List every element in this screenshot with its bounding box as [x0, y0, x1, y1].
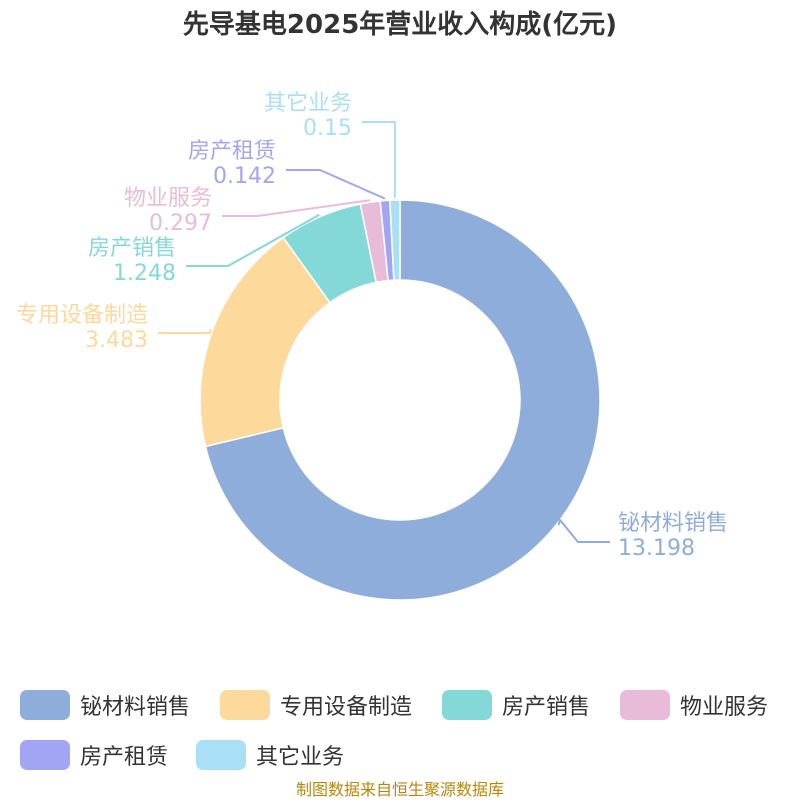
leader-line-3: [186, 213, 320, 267]
legend-swatch: [620, 690, 670, 720]
slice-value-label-5: 0.142: [213, 164, 276, 189]
legend-swatch: [220, 690, 270, 720]
slice-label-1: 铋材料销售: [618, 511, 728, 536]
slice-label-2: 专用设备制造: [16, 303, 148, 328]
legend-item-2[interactable]: 专用设备制造: [220, 688, 412, 722]
legend-label: 专用设备制造: [280, 695, 413, 720]
slice-label-3: 房产销售: [88, 236, 176, 261]
legend-label: 其它业务: [256, 745, 345, 770]
legend-item-6[interactable]: 其它业务: [196, 738, 344, 772]
legend-label: 铋材料销售: [80, 695, 191, 720]
source-note: 制图数据来自恒生聚源数据库: [295, 780, 504, 799]
slice-value-label-3: 1.248: [113, 261, 176, 286]
legend-label: 房产租赁: [80, 745, 169, 770]
chart-title: 先导基电2025年营业收入构成(亿元): [182, 10, 618, 40]
legend-swatch: [196, 740, 246, 770]
slice-value-label-2: 3.483: [85, 328, 148, 353]
legend-item-4[interactable]: 物业服务: [620, 688, 768, 722]
legend-label: 房产销售: [502, 695, 591, 720]
legend-swatch: [20, 690, 70, 720]
slice-1: [204, 199, 601, 601]
slice-6: [389, 199, 401, 281]
slice-label-6: 其它业务: [264, 91, 352, 116]
leader-line-5: [286, 169, 386, 200]
slice-label-4: 物业服务: [124, 186, 212, 211]
leader-line-2: [158, 329, 212, 334]
slice-label-5: 房产租赁: [188, 139, 276, 164]
legend-item-3[interactable]: 房产销售: [442, 688, 590, 722]
leader-line-4: [222, 199, 371, 217]
leader-line-6: [362, 121, 396, 199]
legend-item-5[interactable]: 房产租赁: [20, 738, 168, 772]
legend-swatch: [20, 740, 70, 770]
slice-value-label-6: 0.15: [303, 116, 352, 141]
legend-label: 物业服务: [680, 695, 769, 720]
legend-swatch: [442, 690, 492, 720]
legend-item-1[interactable]: 铋材料销售: [20, 688, 190, 722]
slice-value-label-4: 0.297: [149, 211, 212, 236]
slice-2: [199, 236, 332, 448]
leader-line-1: [557, 517, 610, 543]
slice-value-label-1: 13.198: [618, 536, 695, 561]
